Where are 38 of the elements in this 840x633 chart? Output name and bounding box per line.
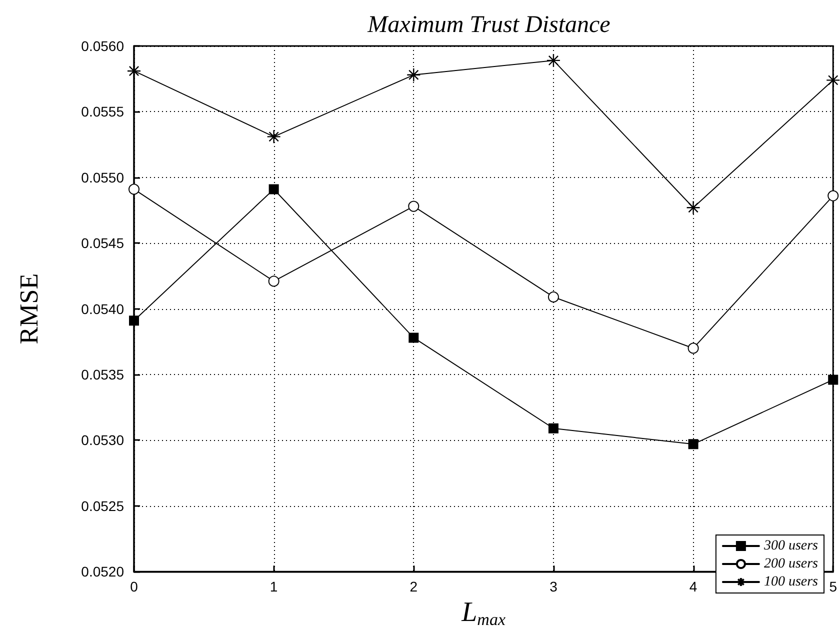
x-tick-label: 3 bbox=[550, 578, 558, 595]
point bbox=[828, 374, 838, 385]
legend-label: 200 users bbox=[764, 556, 819, 572]
point bbox=[129, 316, 139, 326]
point bbox=[268, 184, 279, 194]
x-tick-label: 0 bbox=[130, 578, 138, 595]
point bbox=[826, 73, 840, 88]
point bbox=[546, 53, 561, 68]
x-tick-label: 1 bbox=[270, 578, 278, 595]
y-tick-label: 0.0520 bbox=[81, 564, 124, 580]
x-tick-label: 5 bbox=[829, 578, 838, 595]
y-tick-label: 0.0550 bbox=[81, 169, 124, 186]
point bbox=[268, 276, 280, 287]
point bbox=[408, 200, 420, 212]
y-tick-label: 0.0540 bbox=[81, 300, 124, 317]
y-tick-label: 0.0560 bbox=[81, 38, 124, 54]
point bbox=[128, 184, 140, 195]
y-tick-label: 0.0530 bbox=[81, 432, 124, 448]
point bbox=[406, 68, 421, 82]
y-tick-label: 0.0555 bbox=[81, 104, 124, 120]
x-tick-label: 4 bbox=[689, 578, 698, 595]
point bbox=[828, 190, 839, 202]
point bbox=[266, 130, 281, 144]
point bbox=[688, 439, 698, 450]
y-axis-title: RMSE bbox=[14, 273, 44, 344]
chart-title: Maximum Trust Distance bbox=[366, 12, 611, 38]
point bbox=[548, 423, 558, 434]
y-tick-label: 0.0545 bbox=[81, 235, 124, 252]
legend-label: 100 users bbox=[764, 574, 819, 590]
y-tick-label: 0.0525 bbox=[81, 498, 124, 514]
x-tick-label: 2 bbox=[410, 578, 418, 595]
point bbox=[686, 200, 700, 215]
point bbox=[126, 64, 142, 78]
point bbox=[408, 332, 419, 343]
legend-label: 300 users bbox=[762, 538, 819, 554]
point bbox=[548, 291, 559, 302]
y-tick-label: 0.0535 bbox=[81, 366, 124, 382]
point bbox=[688, 342, 699, 354]
